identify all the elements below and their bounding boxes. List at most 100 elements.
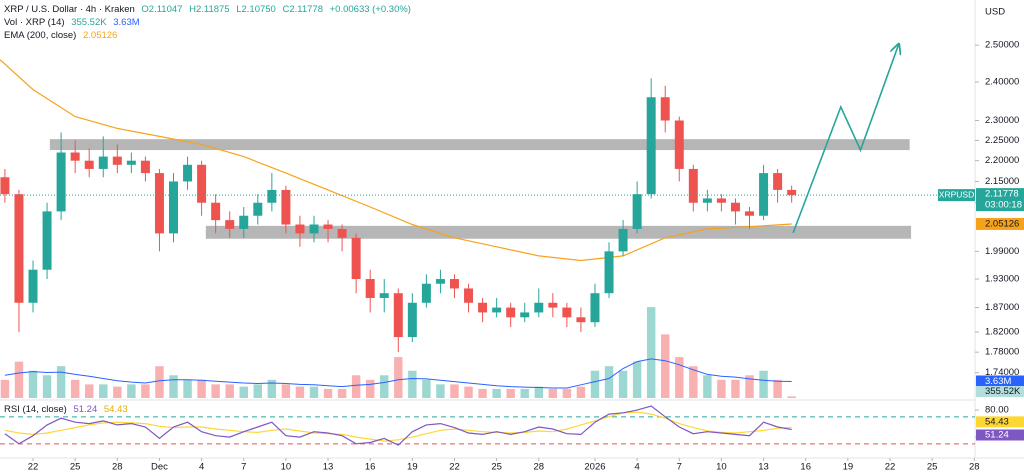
projection-line <box>792 45 898 234</box>
volume-bar <box>562 388 572 398</box>
volume-bar <box>520 388 529 398</box>
candle-body <box>154 173 164 234</box>
volume-bar <box>604 366 614 398</box>
y-tick-label: 1.93000 <box>985 274 1019 285</box>
ema-label: EMA (200, close) <box>4 30 77 41</box>
candle-body <box>660 97 670 121</box>
candle-body <box>618 228 628 252</box>
volume-bar <box>0 379 10 398</box>
candle-body <box>183 164 193 182</box>
volume-bar <box>675 357 684 398</box>
candle-body <box>365 279 375 298</box>
candle-body <box>646 97 656 195</box>
volume-bar <box>717 379 726 398</box>
candle-body <box>84 160 94 169</box>
volume-bar <box>225 384 234 398</box>
volume-bar <box>436 384 445 398</box>
candle-body <box>337 228 347 238</box>
candle-body <box>688 168 698 203</box>
rsi-value: 51.24 <box>73 404 98 415</box>
candle-body <box>759 173 769 216</box>
candle-body <box>576 317 586 323</box>
candle-body <box>548 302 558 308</box>
volume-bar <box>197 379 206 398</box>
volume-bar <box>787 396 796 398</box>
candle-body <box>28 269 38 303</box>
volume-bar <box>155 366 164 398</box>
candle-body <box>253 202 263 216</box>
x-tick-label: 19 <box>407 462 418 473</box>
rsi-ma-line <box>4 411 792 442</box>
volume-bar <box>183 379 192 398</box>
candle-body <box>239 215 249 229</box>
volume-bar <box>422 379 431 398</box>
candle-body <box>169 181 179 234</box>
candle-body <box>323 224 333 229</box>
x-tick-label: Dec <box>151 462 168 473</box>
candle-body <box>0 177 10 195</box>
x-tick-label: 13 <box>758 462 769 473</box>
candle-body <box>267 189 277 203</box>
candle-body <box>590 293 600 323</box>
x-tick-label: 10 <box>281 462 292 473</box>
open: O2.11047 <box>141 4 183 15</box>
x-tick-label: 22 <box>885 462 896 473</box>
x-tick-label: 4 <box>634 462 639 473</box>
volume-ma-tag <box>976 375 1024 388</box>
volume-bar <box>42 375 52 398</box>
candle-body <box>421 283 431 303</box>
volume-bar <box>14 361 24 398</box>
volume-bar <box>309 386 319 398</box>
rsi-label: RSI (14, close) <box>4 404 67 415</box>
volume-bar <box>759 370 768 398</box>
price-tag <box>976 188 1024 212</box>
volume-bar <box>506 388 515 398</box>
candle-body <box>674 120 684 169</box>
candle-body <box>281 189 291 225</box>
candle-body <box>225 220 235 229</box>
candle-body <box>449 279 459 289</box>
candle-body <box>562 307 572 318</box>
volume-value: 355.52K <box>71 17 107 28</box>
x-tick-label: 7 <box>241 462 246 473</box>
candle-body <box>56 152 66 212</box>
volume-bar <box>492 388 501 398</box>
volume-bar <box>323 388 333 398</box>
zone <box>205 225 912 239</box>
candle-body <box>70 152 80 161</box>
candle-body <box>98 156 108 169</box>
volume-bar <box>450 384 459 398</box>
rsi-tick-label: 80.00 <box>985 405 1009 416</box>
volume-bar <box>253 384 263 398</box>
candle-body <box>379 293 389 298</box>
volume-bar <box>646 307 656 398</box>
countdown-text: 03:00:18 <box>985 200 1022 211</box>
volume-bar <box>731 379 740 398</box>
volume-bar <box>113 386 122 398</box>
ema-value: 2.05126 <box>82 30 118 41</box>
x-tick-label: 25 <box>927 462 938 473</box>
y-tick-label: 1.74000 <box>985 367 1019 378</box>
volume-bar <box>141 384 150 398</box>
volume-bar <box>70 379 80 398</box>
x-tick-label: 4 <box>199 462 204 473</box>
ema-legend: EMA (200, close) 2.05126 <box>4 30 121 41</box>
y-tick-label: 2.20000 <box>985 155 1019 166</box>
y-tick-label: 2.50000 <box>985 40 1019 51</box>
volume-bar <box>703 375 712 398</box>
volume-bar <box>337 388 347 398</box>
volume-bar <box>576 386 586 398</box>
candle-body <box>393 293 403 338</box>
y-tick-label: 1.99000 <box>985 246 1019 257</box>
candle-body <box>773 173 783 190</box>
volume-bar <box>408 370 417 398</box>
candle-body <box>506 307 516 318</box>
volume-bar <box>267 379 277 398</box>
candle-body <box>42 211 52 270</box>
symbol-tag <box>938 189 975 202</box>
symbol-tag-text: XRPUSD <box>939 189 974 199</box>
candle-body <box>702 198 712 203</box>
rsi-legend: RSI (14, close) 51.24 54.43 <box>4 404 132 415</box>
y-tick-label: 2.40000 <box>985 77 1019 88</box>
